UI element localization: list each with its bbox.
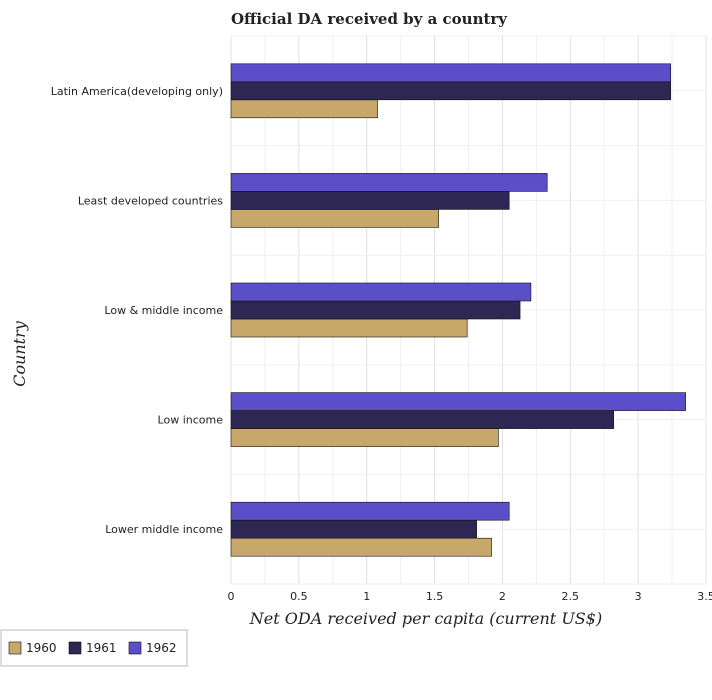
y-tick-label: Latin America(developing only) [51, 85, 223, 98]
legend-box [0, 629, 188, 667]
bar-1961 [230, 191, 510, 210]
bar-1960 [230, 537, 492, 557]
x-tick-label: 2 [499, 590, 506, 603]
bar-1961 [230, 300, 521, 320]
x-tick-label: 0 [228, 590, 235, 603]
bar-1961 [230, 519, 477, 539]
x-tick-label: 1 [363, 590, 370, 603]
y-tick-label: Lower middle income [105, 523, 223, 536]
bar-1961 [230, 81, 672, 101]
bars [230, 63, 686, 557]
bar-1961 [230, 410, 615, 429]
legend: 1960 1961 1962 [0, 629, 188, 667]
legend-swatch-1960 [8, 641, 22, 655]
legend-label-1962: 1962 [146, 641, 177, 655]
bar-1962 [230, 501, 510, 521]
x-tick-label: 2.5 [562, 590, 580, 603]
bar-1960 [230, 318, 468, 338]
chart-title: Official DA received by a country [231, 10, 508, 28]
x-tick-label: 1.5 [426, 590, 444, 603]
legend-label-1961: 1961 [86, 641, 117, 655]
bar-1960 [230, 99, 378, 119]
bar-1960 [230, 428, 499, 447]
y-tick-label: Least developed countries [78, 194, 223, 207]
bar-1962 [230, 392, 686, 411]
x-tick-label: 0.5 [290, 590, 308, 603]
legend-label-1960: 1960 [26, 641, 57, 655]
x-tick-label: 3.5 [697, 590, 712, 603]
y-tick-labels: Latin America(developing only) Least deve… [51, 85, 224, 536]
bar-1962 [230, 63, 672, 83]
legend-swatch-1961 [68, 641, 82, 655]
legend-swatch-1962 [128, 641, 142, 655]
y-axis-label: Country [10, 320, 29, 387]
x-tick-labels: 0 0.5 1 1.5 2 2.5 3 3.5 [228, 590, 712, 603]
y-tick-label: Low & middle income [104, 304, 223, 317]
x-axis-label: Net ODA received per capita (current US$… [249, 609, 602, 628]
y-tick-label: Low income [158, 414, 224, 427]
bar-1962 [230, 282, 532, 302]
x-tick-label: 3 [635, 590, 642, 603]
bar-1960 [230, 209, 439, 228]
bar-1962 [230, 173, 548, 192]
